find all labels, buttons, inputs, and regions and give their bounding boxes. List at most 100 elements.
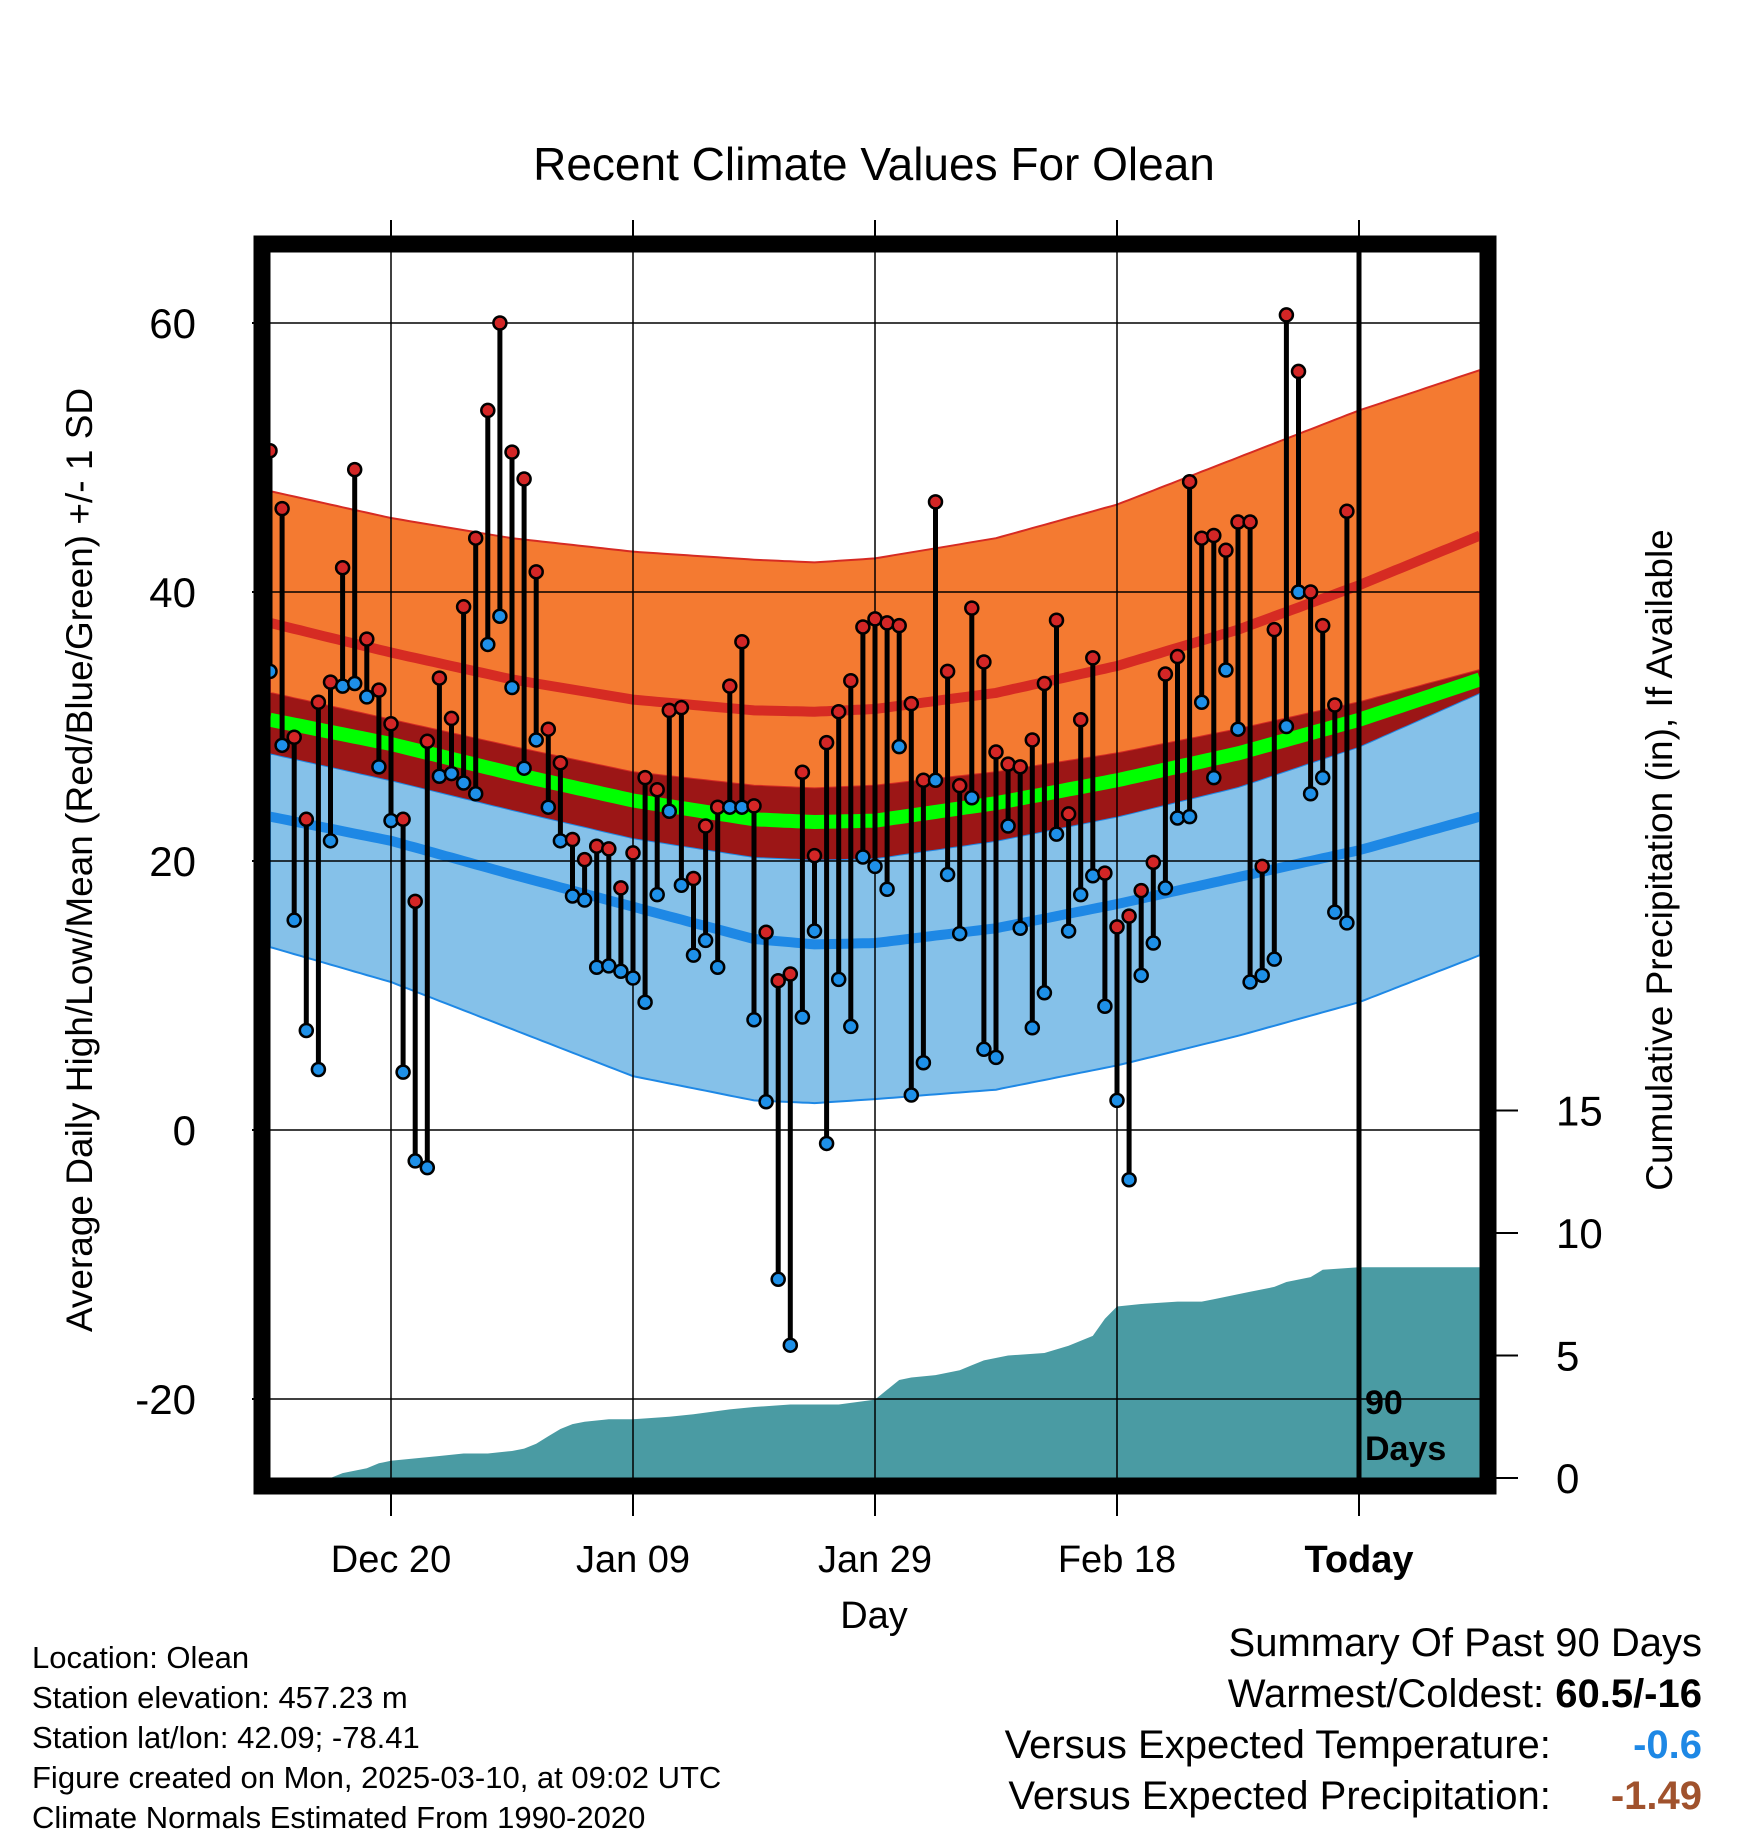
- daily-high-point: [782, 966, 799, 982]
- daily-high-point: [1254, 858, 1270, 875]
- overlap-band: [270, 670, 1480, 860]
- daily-low-point: [649, 886, 665, 903]
- daily-high-point: [1169, 648, 1186, 665]
- daily-low-point: [794, 1009, 811, 1025]
- y2-tick-label: 0: [1556, 1455, 1579, 1502]
- daily-high-point: [1024, 732, 1041, 748]
- y-tick-label: -20: [135, 1376, 196, 1423]
- daily-high-point: [274, 500, 290, 517]
- daily-low-point: [1353, 0, 1366, 7]
- daily-low-point: [346, 675, 363, 692]
- daily-high-point: [1133, 882, 1149, 899]
- chart-title: Recent Climate Values For Olean: [533, 138, 1215, 190]
- daily-low-point: [1133, 967, 1149, 984]
- daily-high-point: [1036, 675, 1053, 692]
- station-info: Location: Olean Station elevation: 457.2…: [32, 1638, 721, 1838]
- daily-high-point: [891, 617, 907, 634]
- daily-high-point: [927, 494, 944, 510]
- summary-title: Summary Of Past 90 Days: [1228, 1621, 1702, 1665]
- daily-high-point: [964, 600, 980, 616]
- daily-low-point: [673, 877, 690, 893]
- daily-high-point: [1278, 307, 1295, 323]
- y2-tick-label: 5: [1556, 1333, 1579, 1380]
- x-axis-label: Day: [840, 1595, 908, 1637]
- daily-low-point: [613, 963, 629, 980]
- daily-high-point: [1060, 806, 1077, 822]
- daily-low-point: [685, 947, 702, 963]
- daily-high-point: [588, 838, 605, 854]
- daily-high-point: [540, 721, 557, 737]
- daily-high-point: [1157, 666, 1174, 682]
- daily-high-point: [455, 599, 472, 615]
- daily-low-point: [1048, 826, 1065, 842]
- elevation-text: Station elevation: 457.23 m: [32, 1680, 408, 1715]
- daily-low-point: [1242, 974, 1258, 990]
- daily-high-point: [939, 663, 956, 680]
- y2-tick-label: 10: [1556, 1210, 1603, 1257]
- daily-low-point: [371, 759, 387, 775]
- daily-high-point: [1121, 908, 1137, 924]
- daily-low-point: [1327, 904, 1343, 920]
- daily-low-point: [1097, 998, 1113, 1015]
- daily-high-point: [601, 841, 617, 857]
- daily-high-point: [879, 615, 895, 631]
- daily-high-point: [564, 831, 581, 848]
- daily-low-point: [1085, 868, 1101, 884]
- daily-low-point: [1278, 718, 1295, 735]
- daily-low-point: [709, 959, 726, 976]
- daily-high-point: [625, 845, 641, 861]
- daily-high-point: [1302, 584, 1319, 600]
- plot-area: 90 Days: [270, 0, 1480, 1478]
- x-tick-label: Today: [1304, 1539, 1413, 1581]
- daily-high-point: [903, 695, 920, 712]
- daily-low-point: [637, 994, 653, 1010]
- daily-high-point: [1048, 612, 1065, 628]
- daily-high-point: [818, 734, 835, 751]
- daily-high-point: [1000, 756, 1016, 772]
- y2-tick-label: 15: [1556, 1088, 1603, 1135]
- daily-low-point: [274, 737, 290, 754]
- daily-high-point: [1181, 473, 1198, 490]
- temp-anomaly-label: Versus Expected Temperature:: [1004, 1723, 1551, 1767]
- daily-low-point: [806, 923, 823, 939]
- daily-low-point: [1254, 967, 1270, 984]
- summary-panel: Summary Of Past 90 Days Warmest/Coldest:…: [1005, 1618, 1702, 1822]
- daily-high-point: [1072, 712, 1089, 728]
- daily-high-point: [734, 634, 750, 650]
- daily-low-point: [976, 1041, 992, 1058]
- x-tick-label: Jan 09: [576, 1539, 690, 1581]
- daily-low-point: [818, 1135, 835, 1152]
- daily-low-point: [334, 678, 351, 694]
- daily-high-point: [516, 471, 532, 487]
- daily-high-point: [697, 818, 714, 834]
- daily-low-point: [395, 1064, 411, 1080]
- daily-high-point: [661, 702, 678, 719]
- daily-low-point: [1060, 923, 1077, 939]
- daily-high-point: [1266, 621, 1283, 638]
- y2-axis-label: Cumulative Precipitation (in), If Availa…: [1639, 529, 1680, 1191]
- daily-high-point: [1218, 542, 1234, 559]
- daily-high-point: [480, 402, 496, 419]
- daily-high-point: [988, 744, 1004, 760]
- daily-low-point: [1314, 769, 1331, 786]
- x-tick-label: Feb 18: [1058, 1539, 1176, 1581]
- daily-low-point: [528, 732, 544, 748]
- daily-low-point: [492, 608, 508, 624]
- daily-low-point: [1230, 721, 1246, 737]
- daily-low-point: [540, 799, 557, 815]
- daily-low-point: [758, 1094, 774, 1110]
- location-text: Location: Olean: [32, 1640, 250, 1675]
- daily-high-point: [613, 880, 629, 896]
- y-tick-label: 60: [149, 300, 196, 347]
- daily-low-point: [867, 858, 883, 875]
- daily-high-point: [371, 682, 387, 698]
- daily-high-point: [746, 798, 762, 814]
- daily-low-point: [322, 833, 339, 849]
- daily-low-point: [455, 775, 472, 791]
- daily-high-point: [467, 530, 484, 546]
- precip-area: [270, 1267, 1480, 1478]
- daily-high-point: [770, 972, 786, 989]
- daily-high-point: [395, 811, 411, 828]
- daily-low-point: [443, 765, 460, 782]
- warmest-label: Warmest/Coldest:: [1227, 1672, 1545, 1716]
